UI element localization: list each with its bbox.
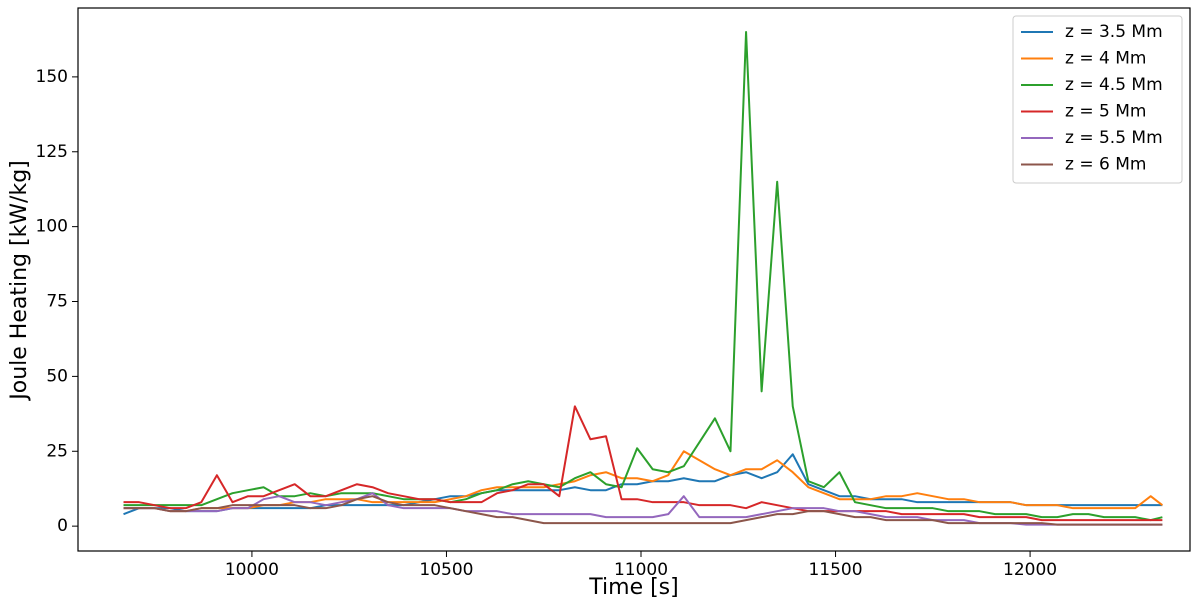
y-tick-label: 0 <box>57 516 68 536</box>
y-tick-label: 50 <box>46 366 68 386</box>
x-tick-label: 11000 <box>614 560 668 580</box>
y-tick-label: 25 <box>46 441 68 461</box>
x-tick-label: 10500 <box>419 560 473 580</box>
x-axis-label: Time [s] <box>588 575 678 600</box>
x-tick-label: 11500 <box>808 560 862 580</box>
y-tick-label: 100 <box>36 217 68 237</box>
series-line <box>123 30 1163 522</box>
legend-label: z = 4 Mm <box>1065 49 1146 69</box>
series-line <box>123 405 1163 522</box>
plot-frame <box>77 7 1191 552</box>
x-tick-label: 10000 <box>225 560 279 580</box>
legend-label: z = 4.5 Mm <box>1065 75 1163 95</box>
y-axis-label: Joule Heating [kW/kg] <box>7 160 32 402</box>
legend-box <box>1012 15 1183 184</box>
series-line <box>123 495 1163 526</box>
legend-label: z = 5 Mm <box>1065 102 1146 122</box>
x-tick-label: 12000 <box>1003 560 1057 580</box>
legend-label: z = 5.5 Mm <box>1065 128 1163 148</box>
series-line <box>123 450 1163 513</box>
legend-label: z = 3.5 Mm <box>1065 22 1163 42</box>
y-tick-label: 150 <box>36 67 68 87</box>
y-tick-label: 75 <box>46 292 68 312</box>
legend-label: z = 6 Mm <box>1065 155 1146 175</box>
y-tick-label: 125 <box>36 142 68 162</box>
